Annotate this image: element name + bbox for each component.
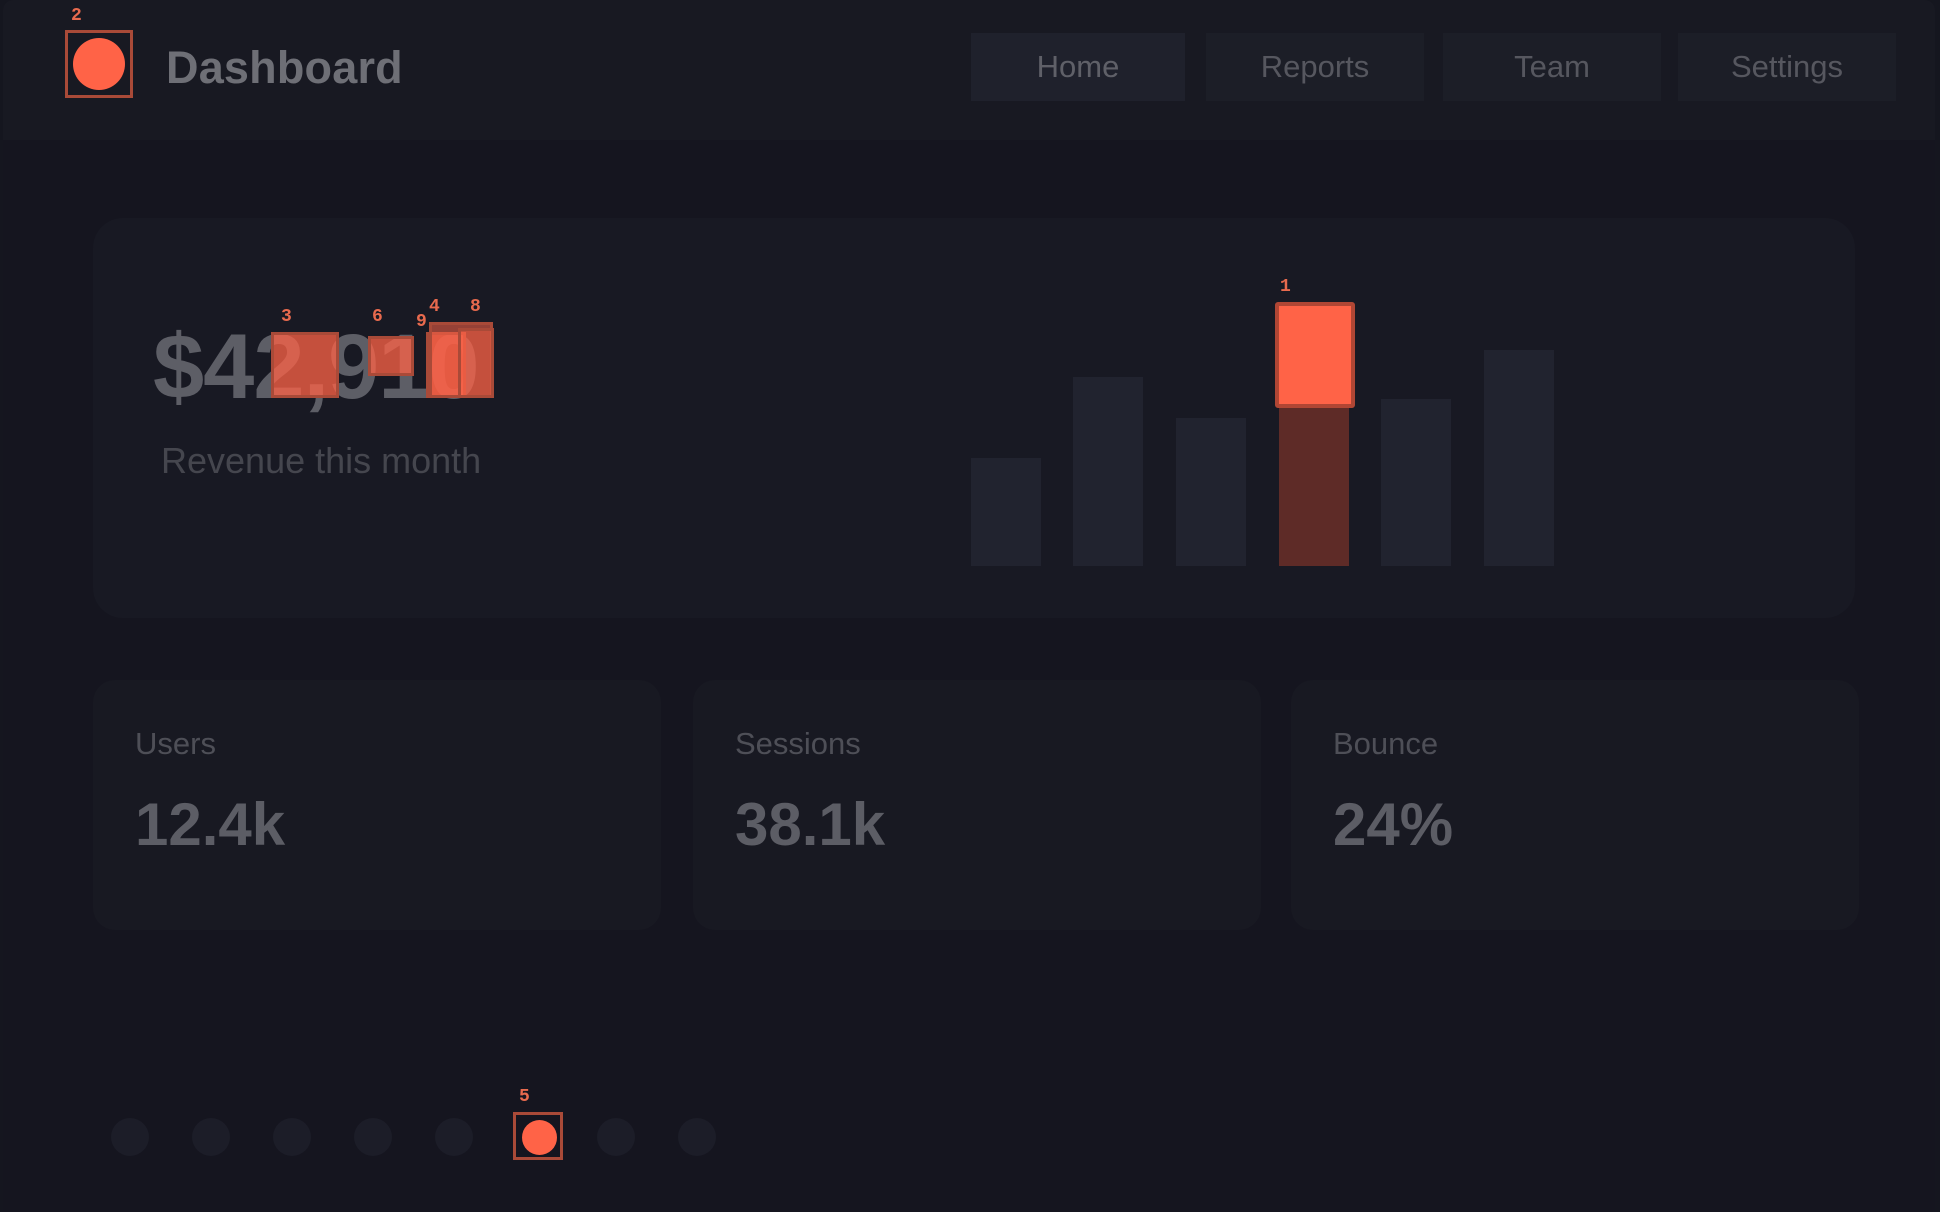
stat-card-sessions: Sessions 38.1k [693, 680, 1261, 930]
marker-3: 3 [281, 307, 292, 327]
stat-card-bounce: Bounce 24% [1291, 680, 1859, 930]
nav-home[interactable]: Home [971, 33, 1185, 101]
pager-dot-4[interactable] [354, 1118, 392, 1156]
marker-6: 6 [372, 307, 383, 327]
marker-8: 8 [470, 297, 481, 317]
app-title: Dashboard [166, 42, 403, 93]
revenue-digit-box-8[interactable] [458, 328, 494, 398]
stat-label: Bounce [1333, 726, 1439, 761]
revenue-digit-box-3[interactable] [271, 332, 339, 398]
pager-dot-1[interactable] [111, 1118, 149, 1156]
logo-box[interactable] [65, 30, 133, 98]
nav-team[interactable]: Team [1443, 33, 1661, 101]
marker-4: 4 [429, 297, 440, 317]
marker-9: 9 [416, 312, 427, 332]
top-bar: Dashboard Home Reports Team Settings [3, 0, 1935, 140]
chart-bar-4[interactable] [1279, 402, 1349, 566]
marker-5: 5 [519, 1087, 530, 1107]
revenue-label: Revenue this month [161, 440, 482, 481]
pager-dot-5[interactable] [435, 1118, 473, 1156]
app-window: Dashboard Home Reports Team Settings $42… [3, 0, 1935, 1212]
stat-value: 24% [1333, 791, 1454, 858]
stat-label: Users [135, 726, 216, 761]
pager-dot-active[interactable] [522, 1120, 557, 1155]
pager-dot-8[interactable] [678, 1118, 716, 1156]
pager-dot-active-box[interactable] [513, 1112, 563, 1160]
marker-1: 1 [1280, 277, 1291, 297]
stat-card-users: Users 12.4k [93, 680, 661, 930]
nav-settings[interactable]: Settings [1678, 33, 1896, 101]
pager-dot-7[interactable] [597, 1118, 635, 1156]
chart-bar-3 [1176, 418, 1246, 566]
revenue-digit-box-6[interactable] [368, 336, 414, 376]
chart-bar-5 [1381, 399, 1451, 566]
chart-bar-6 [1484, 350, 1554, 566]
chart-bar-1 [971, 458, 1041, 566]
pager-dot-2[interactable] [192, 1118, 230, 1156]
nav-reports[interactable]: Reports [1206, 33, 1424, 101]
stat-label: Sessions [735, 726, 861, 761]
marker-2: 2 [71, 6, 82, 26]
chart-bar-highlight[interactable] [1275, 302, 1355, 408]
stat-value: 38.1k [735, 791, 886, 858]
logo-icon [73, 38, 125, 90]
pager-dot-3[interactable] [273, 1118, 311, 1156]
chart-bar-2 [1073, 377, 1143, 566]
stat-value: 12.4k [135, 791, 286, 858]
